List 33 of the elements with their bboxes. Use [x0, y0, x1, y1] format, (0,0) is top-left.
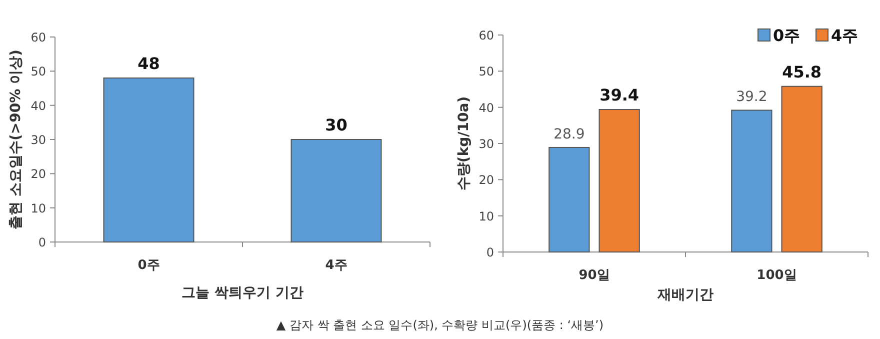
y-tick-label: 30 [478, 137, 494, 151]
text: ▲ 감자 싹 출현 소요 일수(좌), 수확량 비교(우)(품종 : ‘새봉’) [276, 318, 604, 332]
data-label: 39.2 [736, 89, 768, 106]
y-tick-label: 50 [478, 64, 494, 79]
data-label: 45.8 [782, 62, 822, 82]
y-tick-label: 40 [478, 100, 494, 115]
y-tick-label: 0 [486, 246, 494, 260]
y-axis-title: 수량(kg/10a) [456, 96, 472, 191]
bar [598, 109, 640, 252]
x-axis-title: 재배기간 [656, 287, 714, 303]
bar [548, 146, 590, 252]
data-label: 30 [325, 116, 348, 134]
x-axis-title: 그늘 싹틔우기 기간 [182, 285, 304, 301]
y-axis-title: 출현 소요일수(>90% 이상) [8, 50, 24, 230]
y-tick-label: 0 [38, 236, 46, 250]
data-label: 39.4 [600, 86, 640, 105]
x-tick-label: 100일 [756, 268, 797, 283]
y-tick-label: 30 [30, 133, 46, 147]
y-tick-label: 40 [30, 98, 46, 113]
bar [731, 110, 772, 252]
x-tick-label: 90일 [578, 268, 610, 283]
y-tick-label: 60 [478, 28, 494, 42]
y-tick-label: 60 [30, 30, 46, 44]
y-tick-label: 10 [30, 201, 46, 216]
legend-label: 4주 [831, 26, 858, 45]
y-tick-label: 20 [30, 167, 46, 182]
data-label: 28.9 [554, 126, 585, 142]
y-tick-label: 10 [478, 209, 494, 224]
legend-label: 0주 [773, 26, 800, 45]
bar [781, 86, 822, 252]
y-tick-label: 20 [478, 173, 494, 188]
data-label: 48 [138, 54, 160, 73]
y-tick-label: 50 [30, 64, 46, 79]
